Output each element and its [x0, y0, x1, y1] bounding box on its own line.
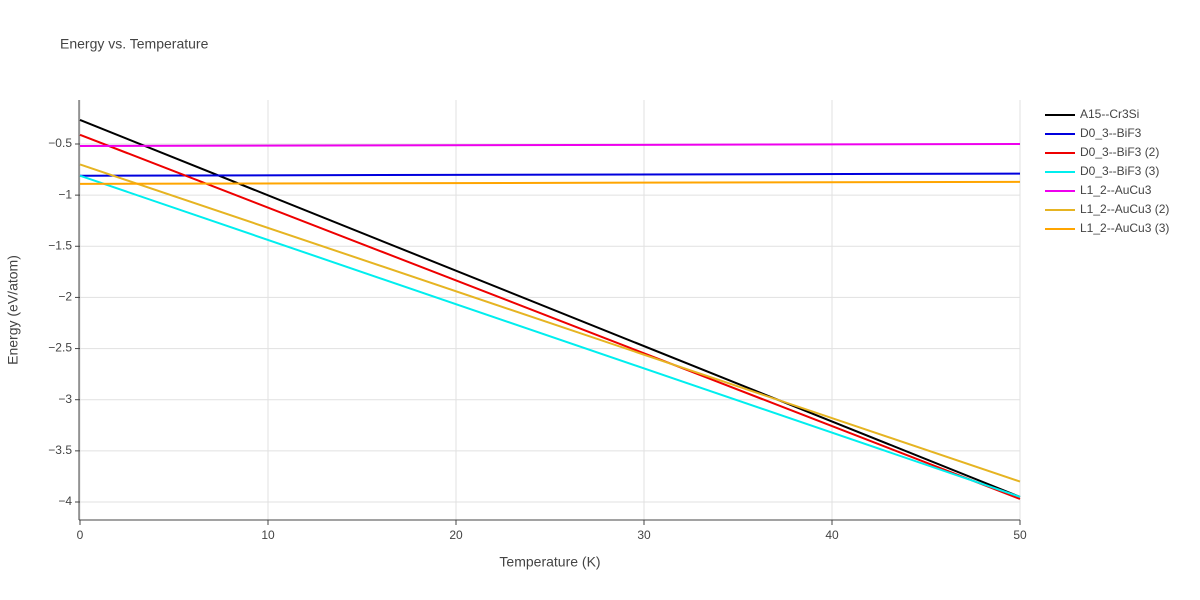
x-tick-label: 40: [825, 528, 839, 542]
legend-label: D0_3--BiF3: [1080, 126, 1142, 140]
x-tick-label: 10: [261, 528, 275, 542]
legend-label: D0_3--BiF3 (3): [1080, 164, 1159, 178]
series-line: [79, 180, 1021, 185]
y-tick-label: −2.5: [48, 341, 72, 355]
legend-label: D0_3--BiF3 (2): [1080, 145, 1159, 159]
x-tick-label: 20: [449, 528, 463, 542]
y-tick-label: −1.5: [48, 238, 72, 252]
x-tick-label: 30: [637, 528, 651, 542]
legend-label: L1_2--AuCu3 (2): [1080, 202, 1169, 216]
chart-title: Energy vs. Temperature: [60, 36, 209, 52]
y-axis-title: Energy (eV/atom): [5, 255, 21, 365]
y-tick-label: −3.5: [48, 443, 72, 457]
legend-label: A15--Cr3Si: [1080, 107, 1139, 121]
x-axis-title: Temperature (K): [499, 554, 600, 570]
series-line: [79, 133, 1021, 500]
y-tick-label: −1: [58, 187, 72, 201]
series-line: [79, 172, 1021, 177]
x-tick-label: 50: [1013, 528, 1027, 542]
series-line: [79, 142, 1021, 148]
y-tick-label: −2: [58, 290, 72, 304]
series-line: [79, 174, 1021, 498]
legend-label: L1_2--AuCu3: [1080, 183, 1152, 197]
y-tick-label: −0.5: [48, 136, 72, 150]
series-line: [79, 119, 1021, 498]
series-line: [79, 163, 1021, 483]
y-tick-label: −4: [58, 494, 72, 508]
x-tick-label: 0: [77, 528, 84, 542]
legend-label: L1_2--AuCu3 (3): [1080, 221, 1169, 235]
y-tick-label: −3: [58, 392, 72, 406]
